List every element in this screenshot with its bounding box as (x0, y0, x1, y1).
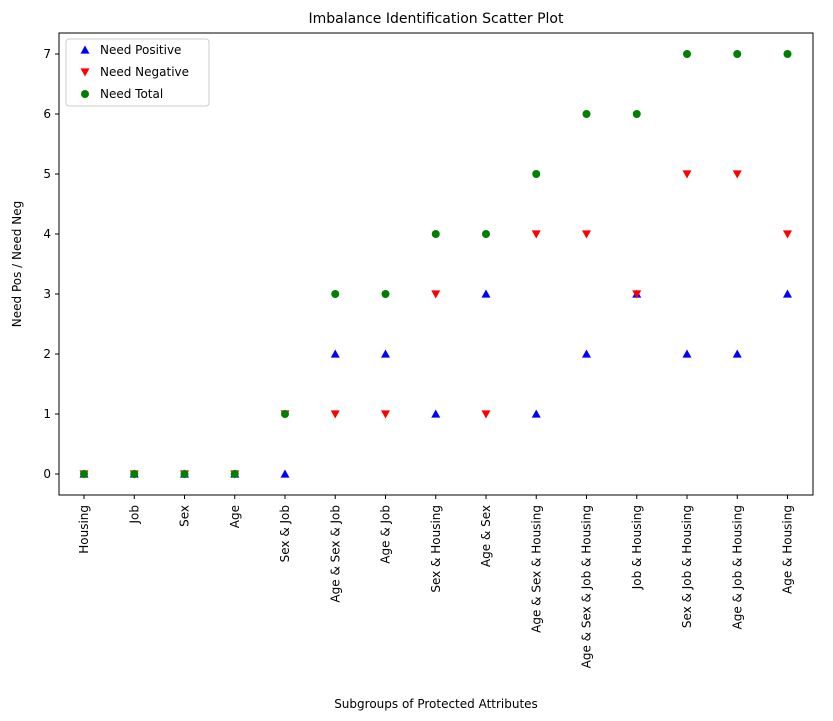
x-tick-label: Age & Job & Housing (730, 505, 744, 629)
data-points (79, 50, 792, 479)
legend: Need Positive Need Negative Need Total (65, 38, 210, 107)
need-total-point (733, 50, 742, 58)
x-axis-label: Subgroups of Protected Attributes (334, 697, 538, 711)
legend-label-need-positive: Need Positive (100, 43, 181, 57)
y-tick-label: 7 (43, 47, 51, 61)
need-negative-point (431, 290, 441, 299)
need-negative-point (783, 230, 792, 239)
need-total-point (80, 470, 88, 478)
y-tick-label: 2 (43, 347, 51, 361)
y-tick-label: 6 (43, 107, 51, 121)
need-positive-point (431, 409, 441, 418)
need-negative-point (531, 230, 541, 239)
need-total-point (783, 50, 792, 58)
need-positive-point (330, 349, 340, 358)
y-axis-label: Need Pos / Need Neg (10, 201, 24, 327)
x-tick-label: Housing (77, 505, 91, 554)
need-total-point (431, 230, 440, 238)
need-positive-point (582, 349, 591, 358)
need-positive-point (732, 349, 742, 358)
legend-marker-need-positive (80, 45, 90, 54)
legend-label-need-negative: Need Negative (100, 65, 189, 79)
x-tick-label: Age & Job (379, 505, 393, 564)
need-total-point (582, 110, 591, 118)
x-tick-label: Age (228, 505, 242, 528)
need-positive-point (481, 289, 491, 298)
need-positive-point (280, 469, 290, 478)
y-tick-label: 3 (43, 287, 51, 301)
chart-title: Imbalance Identification Scatter Plot (309, 11, 564, 27)
x-tick-label: Sex (178, 505, 192, 527)
x-tick-label: Job & Housing (630, 505, 644, 590)
legend-marker-need-total (81, 90, 89, 98)
x-tick-label: Sex & Job (278, 505, 292, 562)
y-tick-label: 0 (43, 467, 51, 481)
legend-box (65, 38, 210, 107)
need-total-point (482, 230, 490, 238)
x-tick-label: Age & Housing (781, 505, 795, 594)
need-total-point (632, 110, 641, 118)
need-positive-point (783, 289, 792, 298)
x-tick-label: Age & Sex (479, 505, 493, 567)
y-tick-label: 1 (43, 407, 51, 421)
need-total-point (381, 290, 390, 298)
y-tick-label: 5 (43, 167, 51, 181)
need-total-point (683, 50, 691, 58)
need-total-point (331, 290, 340, 298)
x-tick-label: Job (127, 505, 141, 525)
need-negative-point (582, 230, 591, 239)
need-total-point (180, 470, 189, 478)
need-negative-point (481, 410, 491, 419)
x-tick-label: Age & Sex & Job & Housing (580, 505, 594, 668)
legend-marker-need-negative (80, 68, 90, 77)
x-tick-label: Age & Sex & Job (328, 505, 342, 603)
need-positive-point (682, 349, 692, 358)
need-negative-point (632, 290, 642, 299)
need-negative-point (682, 170, 692, 179)
need-total-point (230, 470, 239, 478)
need-negative-point (381, 410, 390, 419)
y-tick-label: 4 (43, 227, 51, 241)
need-negative-point (732, 170, 742, 179)
y-axis: 0 1 2 3 4 5 6 7 (43, 47, 59, 481)
need-total-point (130, 470, 139, 478)
x-tick-label: Sex & Job & Housing (680, 505, 694, 628)
need-positive-point (531, 409, 541, 418)
need-negative-point (330, 410, 340, 419)
x-tick-label: Sex & Housing (429, 505, 443, 593)
need-total-point (532, 170, 541, 178)
x-tick-label: Age & Sex & Housing (529, 505, 543, 633)
need-positive-point (381, 349, 390, 358)
need-total-point (281, 410, 289, 418)
x-axis: Housing Job Sex Age Sex & Job Age & Sex & Job… (77, 495, 795, 668)
legend-label-need-total: Need Total (100, 87, 163, 101)
